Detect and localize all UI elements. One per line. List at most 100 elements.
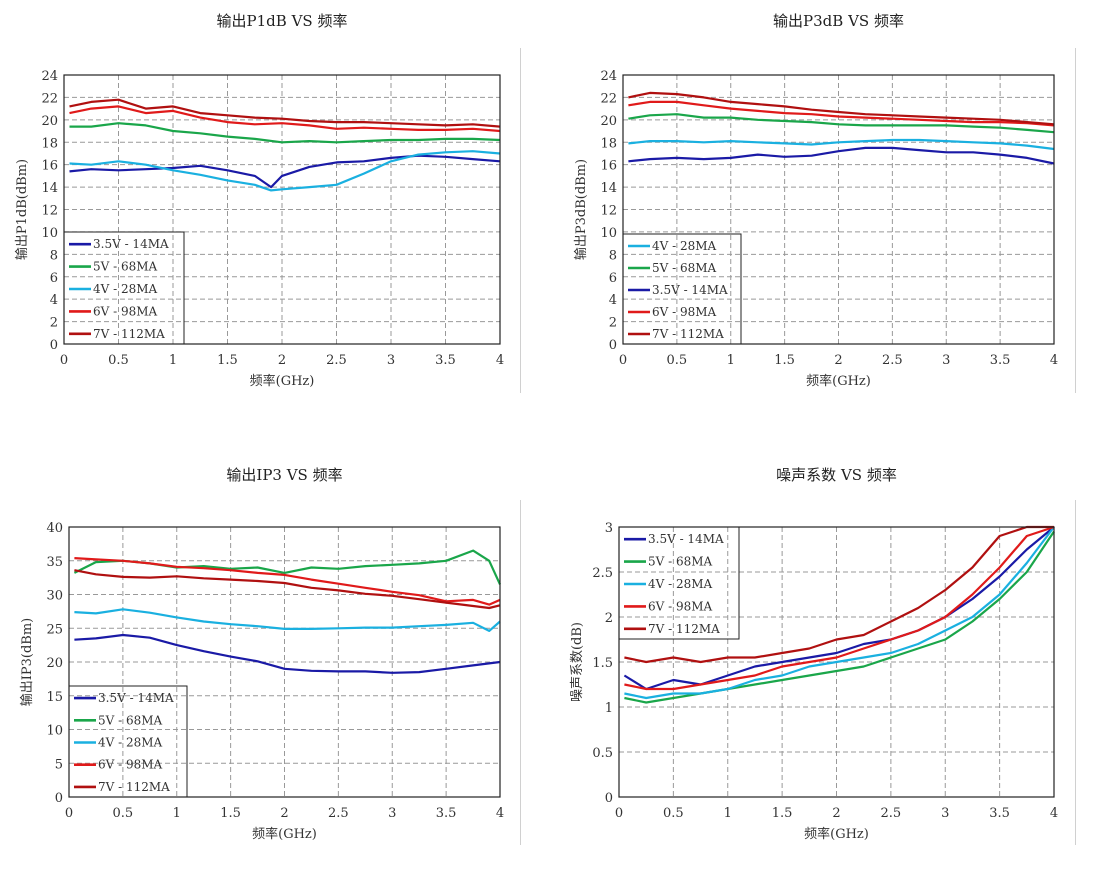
nf-ytick-label: 1 [605,701,613,716]
p3db-series-line [628,113,1055,134]
p3db-series-line [628,91,1055,126]
p3db-xaxis-label: 频率(GHz) [806,373,871,389]
p1db-series-line [69,150,501,192]
p3db-yaxis-label: 输出P3dB(dBm) [573,159,589,260]
nf-xtick-label: 0.5 [663,806,684,821]
p3db-ytick-label: 24 [600,69,617,84]
p3db-ytick-label: 12 [600,204,617,219]
ip3-series-line [74,633,501,674]
p1db-ytick-label: 18 [41,136,58,151]
nf-xtick-label: 1.5 [772,806,793,821]
chart-svg-noise-figure: 噪声系数 VS 频率 0 0.5 1 1.5 2 2.5 3 0 0.5 1 1.5 2 2.5 3 3.5 4… [570,466,1058,842]
p1db-ytick-label: 0 [50,338,58,353]
nf-yaxis-label: 噪声系数(dB) [570,622,585,702]
nf-plot-frame [618,526,1055,798]
p3db-ytick-label: 16 [600,159,617,174]
p1db-ytick-label: 16 [41,159,58,174]
ip3-xtick-label: 0.5 [113,806,134,821]
nf-series-line [624,526,1055,700]
p3db-ytick-label: 6 [609,271,617,286]
p3db-xtick-label: 1.5 [774,353,795,368]
nf-series-line [624,525,1055,691]
p1db-xtick-label: 3 [387,353,395,368]
p3db-ytick-label: 8 [609,248,617,263]
p1db-plot-frame [63,74,501,345]
ip3-xtick-label: 2.5 [328,806,349,821]
chart-svg-ip3: 输出IP3 VS 频率 0 5 10 15 20 25 30 35 40 0 0.5 1 1.5 2 2.5 3… [19,466,504,842]
nf-legend-box [618,526,740,640]
p1db-legend-label: 4V - 28MA [93,282,158,296]
p3db-xtick-label: 3 [942,353,950,368]
nf-xtick-label: 3 [941,806,949,821]
p3db-ytick-label: 18 [600,136,617,151]
ip3-ytick-label: 20 [46,656,63,671]
ip3-ytick-label: 10 [46,724,63,739]
nf-legend-label: 7V - 112MA [648,622,720,636]
nf-xtick-label: 3.5 [989,806,1010,821]
panel-divider-bottom [520,500,521,845]
ip3-ytick-label: 40 [46,521,63,536]
ip3-legend-label: 6V - 98MA [98,758,163,772]
nf-xtick-label: 0 [615,806,623,821]
p1db-series-line [69,105,501,133]
chart-panel-noise-figure: 噪声系数 VS 频率 0 0.5 1 1.5 2 2.5 3 0 0.5 1 1.5 2 2.5 3 3.5 4… [557,436,1114,872]
panel-divider-top [520,48,521,393]
p3db-legend-label: 7V - 112MA [652,327,724,341]
p1db-ytick-label: 24 [41,69,58,84]
nf-series-line [623,526,1055,691]
p3db-ytick-label: 10 [600,226,617,241]
p1db-series-line [69,122,501,144]
p1db-ytick-label: 4 [50,293,58,308]
ip3-xtick-label: 1 [173,806,181,821]
p1db-xtick-label: 4 [496,353,504,368]
ip3-series-line [74,569,501,610]
nf-xtick-label: 2 [832,806,840,821]
ip3-ytick-label: 30 [46,589,63,604]
p1db-legend-box [63,231,185,345]
ip3-legend-label: 4V - 28MA [98,736,163,750]
p1db-ytick-label: 10 [41,226,58,241]
nf-ytick-label: 0.5 [592,746,613,761]
p3db-series-line [628,100,1055,127]
ip3-legend-box [68,685,188,798]
p3db-plot-frame [622,74,1055,345]
ip3-xtick-label: 0 [65,806,73,821]
p1db-legend-label: 3.5V - 14MA [93,237,169,251]
p1db-legend-label: 5V - 68MA [93,260,158,274]
chart-panel-p3db: 输出P3dB VS 频率 0 2 4 6 8 10 12 14 16 18 20 22 24 0 0.5 1 1.… [557,0,1114,436]
p1db-ytick-label: 8 [50,248,58,263]
p3db-xtick-label: 1 [727,353,735,368]
p3db-ytick-label: 4 [609,293,617,308]
p1db-ytick-label: 6 [50,271,58,286]
p3db-legend-label: 3.5V - 14MA [652,283,728,297]
p1db-series-line [69,98,501,128]
nf-xtick-label: 2.5 [881,806,902,821]
ip3-ytick-label: 15 [46,690,63,705]
nf-xtick-label: 1 [724,806,732,821]
p1db-ytick-label: 12 [41,204,58,219]
nf-legend-label: 3.5V - 14MA [648,532,724,546]
ip3-legend-label: 3.5V - 14MA [98,691,174,705]
ip3-xtick-label: 1.5 [220,806,241,821]
p1db-ytick-label: 20 [41,114,58,129]
p1db-xaxis-label: 频率(GHz) [250,373,315,389]
p1db-xtick-label: 2 [278,353,286,368]
p3db-legend-label: 4V - 28MA [652,239,717,253]
p3db-legend-box [622,233,742,345]
ip3-ytick-label: 35 [46,555,63,570]
p3db-xtick-label: 3.5 [990,353,1011,368]
p3db-series-line [628,138,1055,151]
nf-ytick-label: 1.5 [592,656,613,671]
nf-xtick-label: 4 [1050,806,1058,821]
p1db-legend-label: 7V - 112MA [93,327,165,341]
ip3-yaxis-label: 输出IP3(dBm) [19,618,35,707]
nf-ytick-label: 2.5 [592,566,613,581]
nf-legend-label: 4V - 28MA [648,577,713,591]
p1db-ytick-label: 22 [41,91,58,106]
ip3-series-line [74,557,501,606]
ip3-ytick-label: 0 [55,791,63,806]
p1db-ytick-label: 14 [41,181,58,196]
p1db-xtick-label: 2.5 [326,353,347,368]
